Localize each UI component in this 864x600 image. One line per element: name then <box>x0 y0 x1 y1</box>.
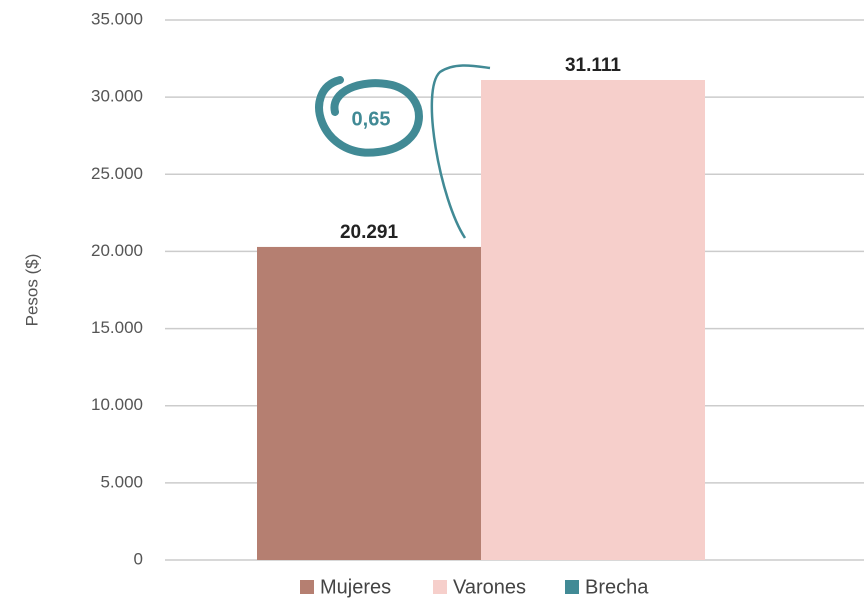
y-tick-label: 35.000 <box>91 9 143 28</box>
y-tick-label: 25.000 <box>91 164 143 183</box>
gap-annotation <box>315 64 491 239</box>
gap-label: 0,65 <box>352 108 391 130</box>
gap-swirl <box>430 64 491 239</box>
legend-swatch <box>300 580 314 594</box>
value-label: 20.291 <box>340 222 399 243</box>
y-axis-label: Pesos ($) <box>22 254 41 327</box>
gap-swirl <box>315 76 423 157</box>
bar <box>257 246 481 561</box>
y-tick-label: 30.000 <box>91 87 143 106</box>
y-tick-label: 0 <box>134 549 143 568</box>
legend-label: Varones <box>453 576 526 598</box>
value-label: 31.111 <box>565 55 621 76</box>
y-tick-label: 15.000 <box>91 318 143 337</box>
legend-label: Mujeres <box>320 576 391 598</box>
y-tick-label: 20.000 <box>91 241 143 260</box>
y-tick-label: 5.000 <box>100 472 143 491</box>
bar <box>481 80 705 561</box>
legend-label: Brecha <box>585 576 649 598</box>
y-tick-label: 10.000 <box>91 395 143 414</box>
legend-swatch <box>433 580 447 594</box>
legend-swatch <box>565 580 579 594</box>
